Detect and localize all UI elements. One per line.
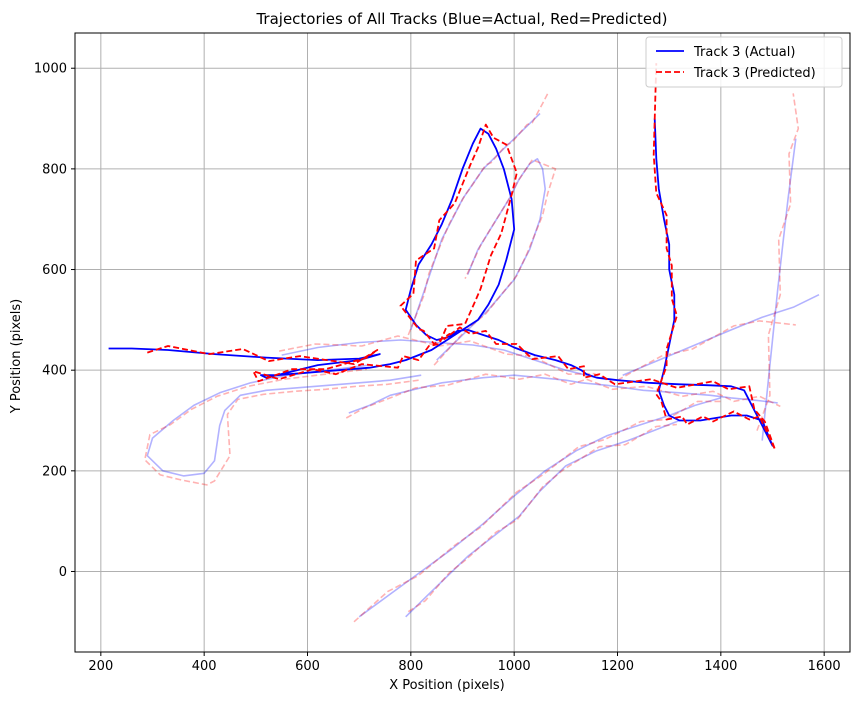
- y-tick-label: 800: [42, 162, 67, 177]
- x-axis-title: X Position (pixels): [389, 678, 504, 693]
- x-tick-label: 1200: [601, 659, 634, 674]
- y-tick-label: 200: [42, 464, 67, 479]
- x-tick-label: 1600: [808, 659, 841, 674]
- y-tick-label: 0: [59, 565, 67, 580]
- x-tick-label: 600: [295, 659, 320, 674]
- y-tick-label: 1000: [34, 62, 67, 77]
- x-tick-label: 1000: [498, 659, 531, 674]
- y-axis-title: Y Position (pixels): [9, 299, 24, 415]
- legend-actual-label: Track 3 (Actual): [693, 45, 795, 60]
- plot-area: [75, 33, 850, 652]
- legend: Track 3 (Actual) Track 3 (Predicted): [646, 37, 842, 87]
- legend-predicted-label: Track 3 (Predicted): [693, 66, 816, 81]
- plot-background: [75, 33, 850, 652]
- y-tick-label: 600: [42, 263, 67, 278]
- x-tick-label: 800: [398, 659, 423, 674]
- x-tick-label: 1400: [704, 659, 737, 674]
- x-tick-label: 400: [192, 659, 217, 674]
- x-tick-label: 200: [88, 659, 113, 674]
- chart-title: Trajectories of All Tracks (Blue=Actual,…: [255, 10, 667, 28]
- y-tick-label: 400: [42, 364, 67, 379]
